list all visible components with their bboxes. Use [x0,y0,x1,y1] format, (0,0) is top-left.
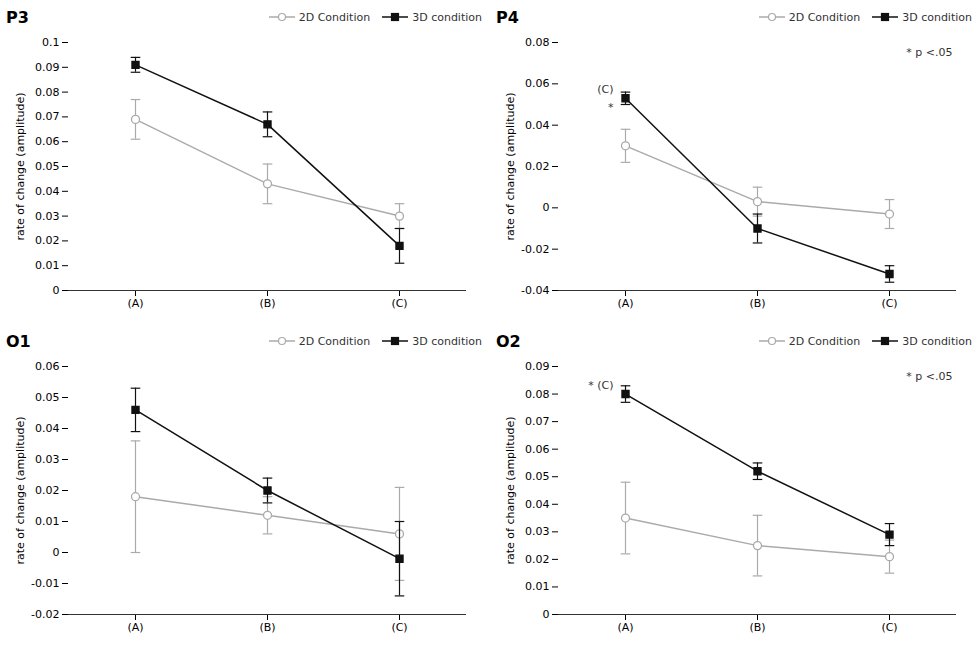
html-text:2D Condition: 2D Condition [788,334,861,348]
html-text:3D condition: 3D condition [412,334,482,348]
svg-text:0.01: 0.01 [525,580,550,593]
svg-text:(A): (A) [617,297,633,310]
svg-text:0.08: 0.08 [525,36,550,49]
svg-text:0: 0 [53,284,60,297]
svg-text:0.03: 0.03 [525,525,550,538]
svg-text:0.09: 0.09 [35,61,60,74]
svg-text:0.06: 0.06 [525,443,550,456]
svg-text:rate of change (amplitude): rate of change (amplitude) [14,416,27,564]
svg-text:0.09: 0.09 [525,360,550,373]
svg-text:-0.04: -0.04 [521,284,549,297]
svg-text:0.02: 0.02 [35,234,60,247]
svg-text:0.04: 0.04 [35,422,60,435]
html-text:3D condition: 3D condition [902,10,972,24]
svg-text:0.01: 0.01 [35,259,60,272]
svg-text:-0.01: -0.01 [31,577,59,590]
html-text:O2: O2 [496,331,521,351]
svg-text:(C): (C) [391,297,407,310]
svg-text:0: 0 [543,201,550,214]
svg-text:0.08: 0.08 [35,86,60,99]
html-text:2D Condition: 2D Condition [298,10,371,24]
svg-text:(A): (A) [127,621,143,634]
svg-text:(A): (A) [127,297,143,310]
svg-text:(A): (A) [617,621,633,634]
html-text:P4: P4 [496,7,519,27]
svg-text:0: 0 [543,608,550,621]
svg-text:0.06: 0.06 [35,135,60,148]
svg-text:(C): (C) [391,621,407,634]
svg-text:0.1: 0.1 [42,36,60,49]
svg-text:0.06: 0.06 [35,360,60,373]
svg-text:* (C): * (C) [588,379,613,392]
svg-text:* p <.05: * p <.05 [906,46,952,59]
svg-text:0.07: 0.07 [525,415,550,428]
svg-text:0.05: 0.05 [35,160,60,173]
svg-text:0.04: 0.04 [525,119,550,132]
html-text:3D condition: 3D condition [902,334,972,348]
svg-text:(C): (C) [881,621,897,634]
svg-text:0.04: 0.04 [525,498,550,511]
svg-text:0.05: 0.05 [525,470,550,483]
svg-text:0.06: 0.06 [525,77,550,90]
svg-text:0.03: 0.03 [35,210,60,223]
svg-text:0.02: 0.02 [525,553,550,566]
svg-text:0.02: 0.02 [525,160,550,173]
html-text:3D condition: 3D condition [412,10,482,24]
svg-text:0.02: 0.02 [35,484,60,497]
svg-text:0.03: 0.03 [35,453,60,466]
svg-text:(C): (C) [881,297,897,310]
svg-text:0.01: 0.01 [35,515,60,528]
html-text:O1: O1 [6,331,31,351]
svg-text:(C): (C) [597,83,613,96]
svg-text:*: * [608,101,614,114]
svg-text:(B): (B) [749,621,765,634]
svg-text:0: 0 [53,546,60,559]
html-text:P3: P3 [6,7,29,27]
svg-text:(B): (B) [259,297,275,310]
svg-text:0.08: 0.08 [525,388,550,401]
svg-text:-0.02: -0.02 [31,608,59,621]
svg-text:* p <.05: * p <.05 [906,370,952,383]
html-text:2D Condition: 2D Condition [788,10,861,24]
svg-text:-0.02: -0.02 [521,243,549,256]
svg-text:0.05: 0.05 [35,391,60,404]
svg-text:rate of change (amplitude): rate of change (amplitude) [14,92,27,240]
svg-text:(B): (B) [749,297,765,310]
html-text:2D Condition: 2D Condition [298,334,371,348]
svg-text:0.04: 0.04 [35,185,60,198]
svg-text:rate of change (amplitude): rate of change (amplitude) [504,416,517,564]
svg-text:rate of change (amplitude): rate of change (amplitude) [504,92,517,240]
svg-text:0.07: 0.07 [35,110,60,123]
svg-text:(B): (B) [259,621,275,634]
